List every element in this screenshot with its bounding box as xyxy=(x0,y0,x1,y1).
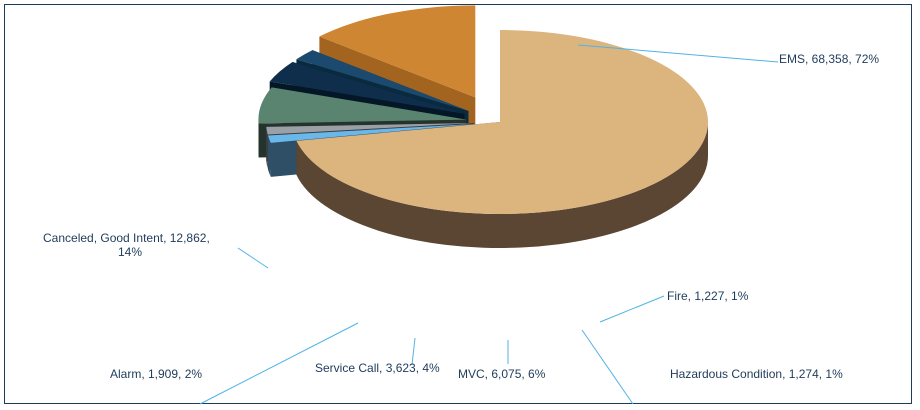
leader-alarm xyxy=(199,322,359,405)
label-canceled-line2: 14% xyxy=(118,245,142,259)
slice-rim-ems xyxy=(296,122,708,249)
leader-canceled xyxy=(237,247,269,269)
slice-top-service-call xyxy=(269,61,465,114)
slice-rim-hazardous-condition xyxy=(266,126,268,169)
slice-top-ems xyxy=(296,30,709,215)
slice-top-fire xyxy=(268,123,475,143)
label-service-call: Service Call, 3,623, 4% xyxy=(315,361,440,375)
slice-top-canceled-good-intent xyxy=(319,5,476,98)
leader-service-call xyxy=(411,337,416,366)
slice-top-alarm xyxy=(296,50,469,111)
label-fire: Fire, 1,227, 1% xyxy=(667,289,749,303)
label-mvc: MVC, 6,075, 6% xyxy=(458,367,546,381)
label-alarm: Alarm, 1,909, 2% xyxy=(110,367,202,381)
label-hazardous-condition: Hazardous Condition, 1,274, 1% xyxy=(670,367,843,381)
slice-top-mvc xyxy=(258,87,467,124)
slice-rim-fire xyxy=(268,135,271,177)
leader-hazardous xyxy=(581,329,634,405)
leader-ems xyxy=(577,44,779,63)
label-canceled-line1: Canceled, Good Intent, 12,862, xyxy=(43,231,210,245)
leader-fire xyxy=(599,295,665,323)
pie-slices xyxy=(258,5,709,249)
slice-ems xyxy=(296,30,709,249)
slice-top-hazardous-condition xyxy=(266,122,475,135)
label-ems: EMS, 68,358, 72% xyxy=(779,52,879,66)
